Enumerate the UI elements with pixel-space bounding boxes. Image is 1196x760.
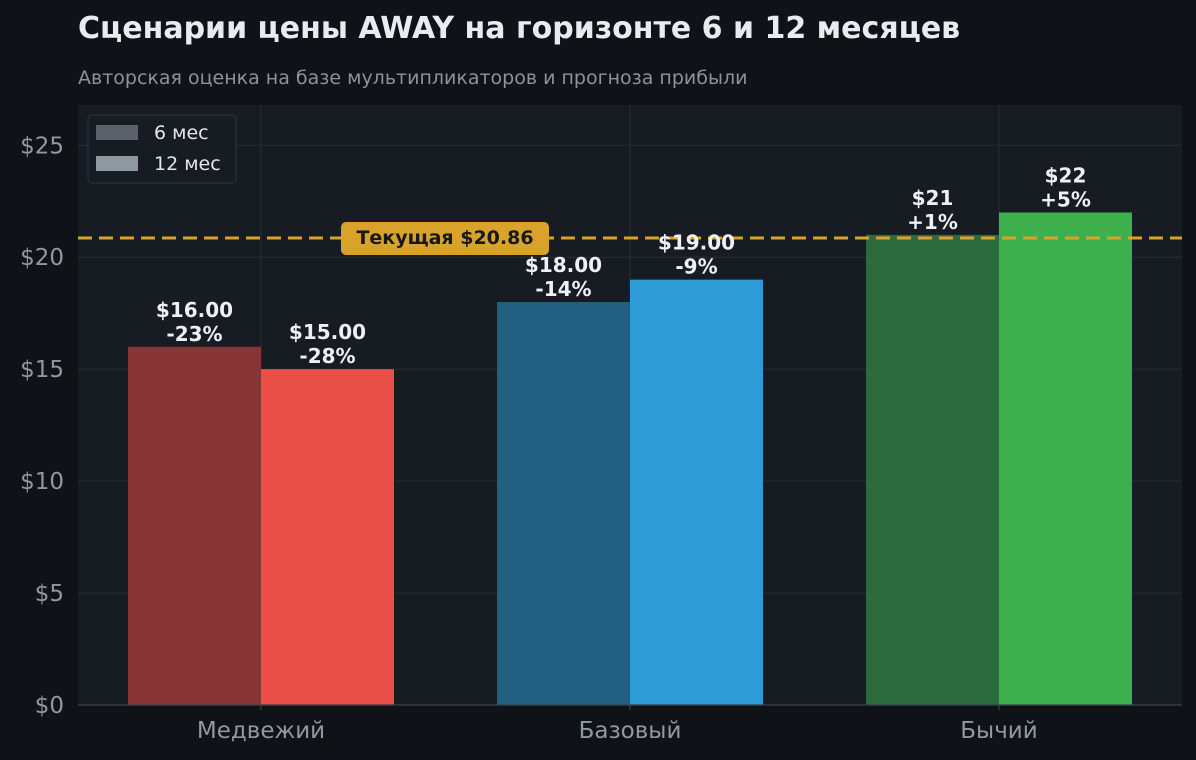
- bar-value-label: $16.00: [156, 298, 233, 322]
- y-tick-label: $15: [20, 357, 64, 383]
- bar-change-label: -23%: [166, 322, 222, 346]
- current-price-label: Текущая $20.86: [356, 227, 533, 249]
- bar-12m: [999, 212, 1132, 705]
- bars: [128, 212, 1132, 705]
- current-price-reference: Текущая $20.86: [78, 221, 1182, 255]
- y-tick-label: $5: [35, 581, 64, 607]
- bar-change-label: -9%: [675, 255, 717, 279]
- x-axis-ticks: Медвежий Базовый Бычий: [197, 705, 1038, 744]
- y-tick-label: $20: [20, 245, 64, 271]
- bar-value-label: $21: [912, 186, 954, 210]
- bar-value-label: $18.00: [525, 253, 602, 277]
- bar-value-label: $19.00: [658, 231, 735, 255]
- bar-12m: [630, 279, 763, 705]
- legend-swatch-6m: [96, 125, 138, 140]
- bar-value-labels: $16.00-23% $18.00-14% $21+1% $15.00-28% $19.…: [156, 163, 1091, 368]
- bar-value-label: $15.00: [289, 320, 366, 344]
- bar-change-label: -28%: [299, 344, 355, 368]
- bar-6m: [497, 302, 630, 705]
- legend-swatch-12m: [96, 156, 138, 171]
- chart-title: Сценарии цены AWAY на горизонте 6 и 12 м…: [78, 11, 960, 46]
- legend-label-12m: 12 мес: [154, 153, 221, 175]
- bar-6m: [128, 346, 261, 705]
- bar-change-label: +1%: [907, 210, 958, 234]
- x-tick-label: Бычий: [960, 718, 1037, 744]
- bar-6m: [866, 234, 999, 705]
- bar-change-label: -14%: [535, 277, 591, 301]
- y-tick-label: $0: [35, 693, 64, 719]
- legend-label-6m: 6 мес: [154, 122, 209, 144]
- current-price-badge: [341, 221, 549, 255]
- y-tick-label: $25: [20, 133, 64, 159]
- x-tick-label: Базовый: [579, 718, 682, 744]
- bar-change-label: +5%: [1040, 187, 1091, 211]
- x-tick-label: Медвежий: [197, 718, 325, 744]
- legend: 6 мес 12 мес: [87, 114, 237, 184]
- bar-value-label: $22: [1045, 163, 1087, 187]
- y-axis-ticks: $0 $5 $10 $15 $20 $25: [20, 133, 64, 719]
- bar-12m: [261, 369, 394, 705]
- y-tick-label: $10: [20, 469, 64, 495]
- chart-subtitle: Авторская оценка на базе мультипликаторо…: [78, 67, 747, 89]
